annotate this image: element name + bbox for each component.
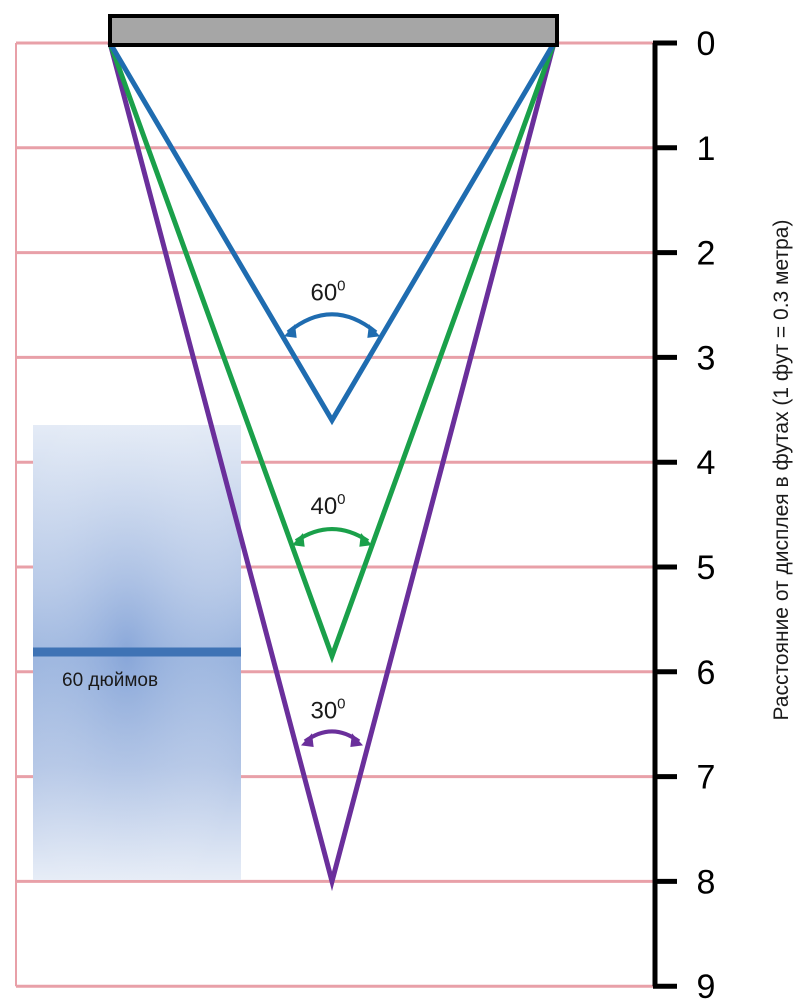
angle-degree-60: 0 — [337, 277, 345, 294]
angle-label-40: 400 — [310, 491, 345, 520]
axis-tick-label-0: 0 — [697, 25, 716, 63]
axis-tick-label-8: 8 — [697, 863, 716, 901]
viewer-figure: 60 дюймов — [33, 425, 241, 880]
angle-arrowhead-left-60 — [284, 324, 297, 338]
distance-axis: 0 1 2 3 4 5 6 7 8 9 — [652, 25, 716, 999]
angle-arrowhead-right-30 — [350, 733, 363, 748]
angle-marker-40: 400 — [292, 491, 372, 547]
viewing-angle-cones — [107, 41, 557, 892]
viewing-cone-40 — [107, 42, 557, 664]
eye-level-label: 60 дюймов — [62, 670, 158, 691]
axis-tick-label-9: 9 — [697, 968, 716, 999]
axis-tick-label-3: 3 — [697, 339, 716, 377]
angle-label-60: 600 — [310, 277, 345, 306]
angle-arrowhead-left-30 — [301, 733, 314, 748]
angle-arrowhead-left-40 — [292, 532, 305, 547]
angle-marker-30: 300 — [301, 695, 363, 748]
axis-tick-label-2: 2 — [697, 235, 716, 273]
angle-markers: 600 400 300 — [284, 277, 380, 748]
axis-tick-label-6: 6 — [697, 654, 716, 692]
axis-tick-label-4: 4 — [697, 444, 716, 482]
angle-arc-30 — [303, 729, 361, 744]
axis-tick-label-7: 7 — [697, 759, 716, 797]
angle-label-30: 300 — [310, 695, 345, 724]
axis-title: Расстояние от дисплея в футах (1 фут = 0… — [770, 220, 793, 721]
angle-marker-60: 600 — [284, 277, 380, 338]
angle-arrowhead-right-60 — [367, 324, 380, 338]
viewing-cone-60 — [107, 41, 557, 426]
angle-arc-60 — [286, 312, 378, 334]
angle-arrowhead-right-40 — [359, 532, 372, 547]
axis-tick-label-5: 5 — [697, 549, 716, 587]
angle-degree-40: 0 — [337, 491, 345, 508]
viewing-cone-30 — [107, 42, 557, 892]
angle-degree-30: 0 — [337, 695, 345, 712]
axis-tick-label-1: 1 — [697, 130, 716, 168]
display-screen — [108, 14, 559, 47]
angle-arc-40 — [294, 527, 370, 543]
